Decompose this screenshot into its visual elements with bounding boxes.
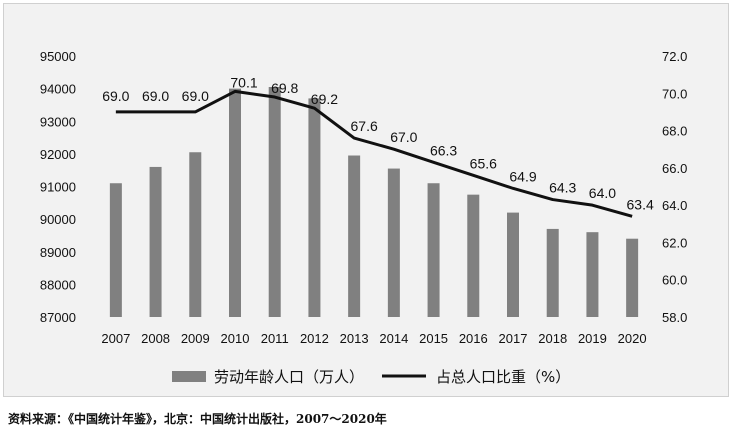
ratio-data-label: 64.0 <box>589 185 616 201</box>
ratio-data-label: 69.0 <box>142 88 169 104</box>
right-axis-tick-label: 60.0 <box>662 273 687 288</box>
x-axis-tick-label: 2008 <box>141 331 170 346</box>
bar-2013 <box>348 155 361 317</box>
bar-2020 <box>626 238 639 317</box>
x-axis-tick-label: 2019 <box>578 331 607 346</box>
ratio-data-label: 69.8 <box>271 80 298 96</box>
legend-line-label: 占总人口比重（%） <box>436 368 570 386</box>
bar-2015 <box>427 183 440 317</box>
x-axis-tick-label: 2017 <box>499 331 528 346</box>
right-axis-tick-label: 66.0 <box>662 161 687 176</box>
left-axis-tick-label: 95000 <box>40 49 76 64</box>
x-axis-tick-label: 2011 <box>261 331 289 346</box>
ratio-data-label: 66.3 <box>430 142 457 158</box>
bar-2009 <box>189 152 202 317</box>
x-axis-tick-label: 2018 <box>538 331 567 346</box>
ratio-data-label: 69.0 <box>102 88 129 104</box>
ratio-data-label: 69.0 <box>182 88 209 104</box>
left-axis-tick-label: 92000 <box>40 147 76 162</box>
x-axis-tick-label: 2020 <box>618 331 647 346</box>
ratio-data-label: 67.0 <box>390 129 417 145</box>
legend-bar-swatch <box>172 371 206 382</box>
left-axis-tick-label: 91000 <box>40 180 76 195</box>
right-axis-tick-label: 68.0 <box>662 124 687 139</box>
ratio-data-label: 69.2 <box>311 91 338 107</box>
right-axis-tick-label: 64.0 <box>662 198 687 213</box>
ratio-data-label: 67.6 <box>351 118 378 134</box>
source-note: 资料来源：《中国统计年鉴》，北京：中国统计出版社，2007～2020年 <box>8 412 387 426</box>
x-axis-tick-label: 2013 <box>340 331 369 346</box>
ratio-data-label: 70.1 <box>230 74 257 90</box>
bar-2016 <box>467 194 480 317</box>
ratio-data-label: 64.9 <box>509 168 536 184</box>
x-axis-tick-label: 2010 <box>221 331 250 346</box>
legend-bar-label: 劳动年龄人口（万人） <box>214 368 364 386</box>
left-axis-tick-label: 94000 <box>40 82 76 97</box>
right-axis-tick-label: 72.0 <box>662 49 687 64</box>
chart-svg: 87000 88000 89000 90000 91000 92000 93000 94000… <box>40 49 687 386</box>
right-axis-tick-label: 62.0 <box>662 235 687 250</box>
bar-2012 <box>308 98 321 317</box>
x-axis-tick-label: 2016 <box>459 331 488 346</box>
x-axis-tick-label: 2007 <box>101 331 130 346</box>
bar-2017 <box>507 212 519 317</box>
bar-2008 <box>149 166 162 317</box>
bar-2019 <box>586 232 599 317</box>
x-axis-tick-label: 2012 <box>300 331 329 346</box>
ratio-data-label: 63.4 <box>627 196 654 212</box>
bar-2011 <box>268 86 281 318</box>
ratio-data-label: 65.6 <box>470 155 497 171</box>
ratio-data-label: 64.3 <box>549 180 576 196</box>
bar-2007 <box>109 183 122 317</box>
bar-2018 <box>546 228 559 317</box>
x-axis-tick-label: 2009 <box>181 331 210 346</box>
bar-2010 <box>229 88 241 317</box>
left-axis-tick-label: 88000 <box>40 277 76 292</box>
right-axis-tick-label: 58.0 <box>662 310 687 325</box>
bar-2014 <box>387 168 400 317</box>
x-axis-tick-label: 2014 <box>379 331 408 346</box>
x-axis-tick-label: 2015 <box>419 331 448 346</box>
right-axis-tick-label: 70.0 <box>662 86 687 101</box>
left-axis-tick-label: 87000 <box>40 310 76 325</box>
left-axis-tick-label: 93000 <box>40 114 76 129</box>
left-axis-tick-label: 89000 <box>40 245 76 260</box>
ratio-line <box>115 89 633 218</box>
chart-area: 87000 88000 89000 90000 91000 92000 93000 94000… <box>3 3 729 397</box>
left-axis-tick-label: 90000 <box>40 212 76 227</box>
